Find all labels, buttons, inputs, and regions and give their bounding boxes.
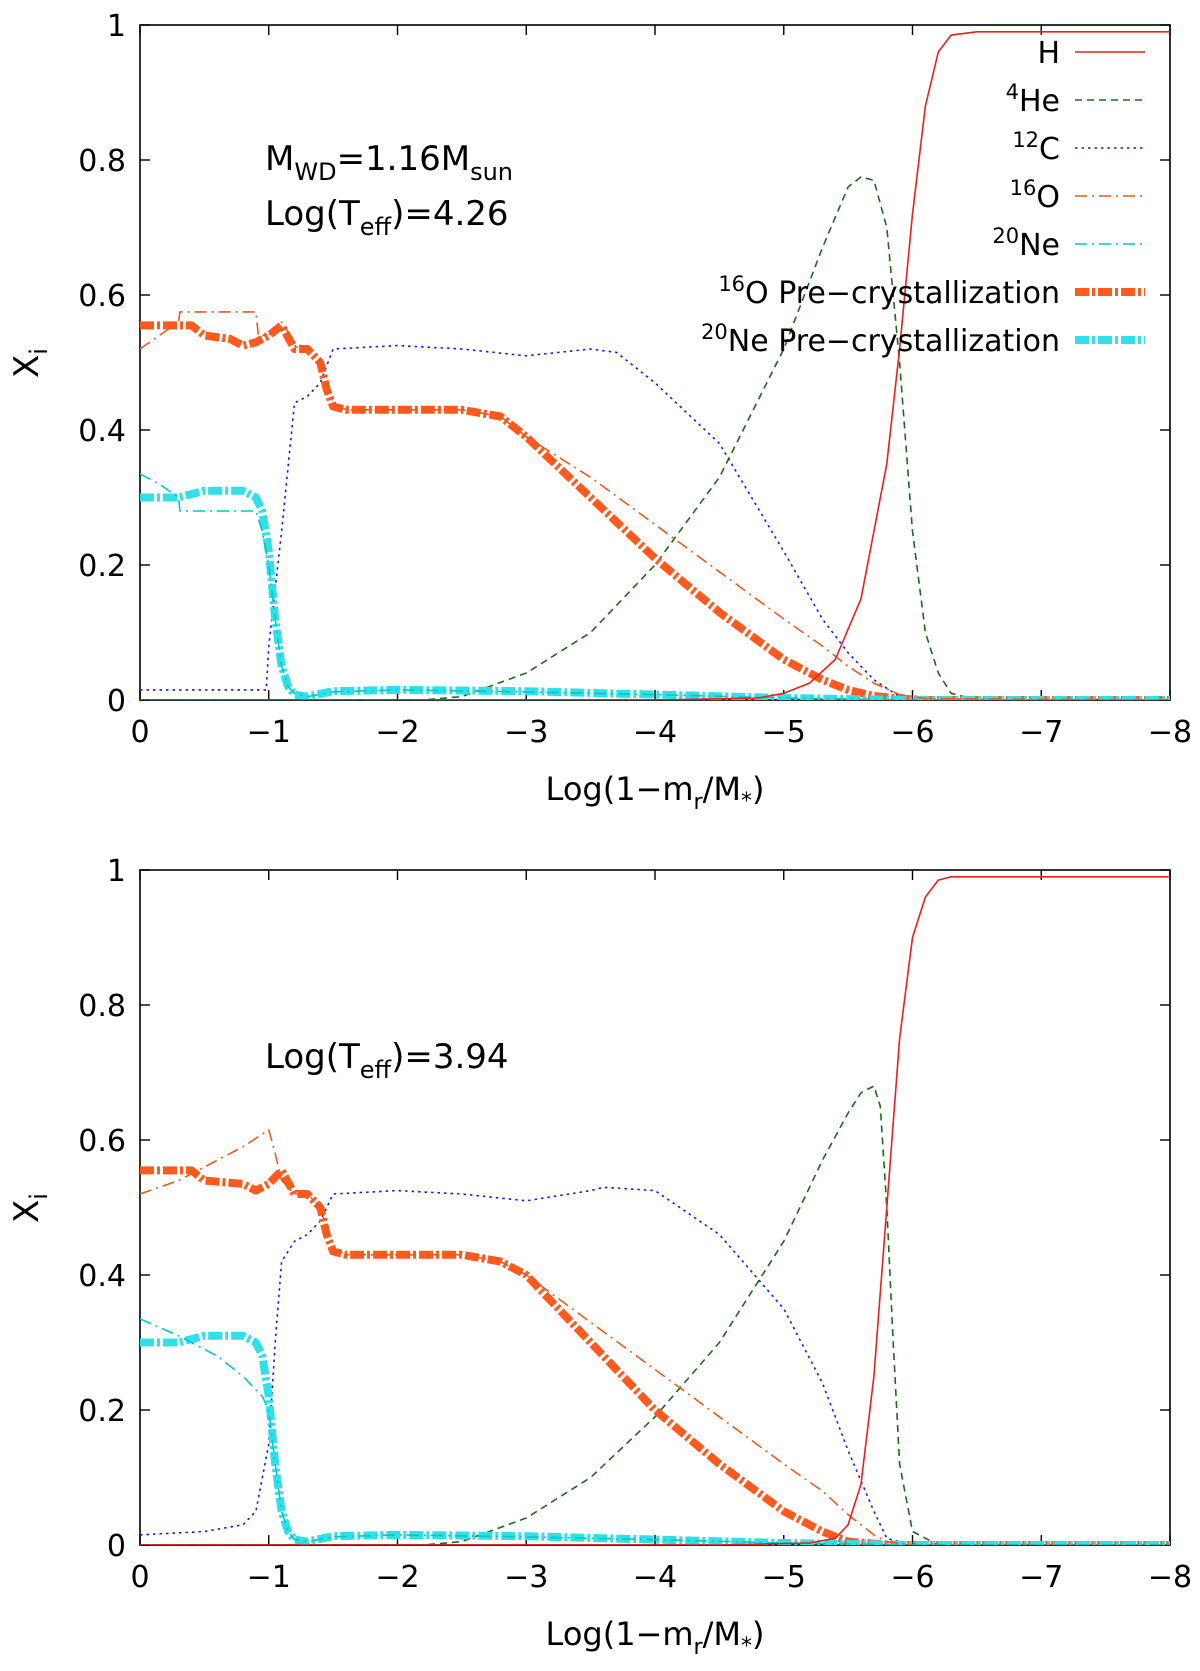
series-O16 [140,311,1170,700]
x-axis-label: Log(1−mr/M*) [546,770,765,815]
x-tick-label: −5 [762,715,806,750]
x-tick-label: 0 [130,715,149,750]
panel-bottom: 0 −1 −2 −3 −4 −5 −6 −7 −8 0 0.2 0.4 0.6 0.8 1 Log(1−mr/… [7,854,1192,1660]
y-tick-label: 0.2 [78,1394,126,1429]
series-Ne20pre [140,1331,1170,1545]
x-tick-label: −1 [247,715,291,750]
y-tick-label: 0.6 [78,279,126,314]
legend-label: 20Ne [992,224,1060,263]
legend-label: 4He [1006,80,1060,119]
x-tick-label: −4 [633,1560,677,1595]
series-He [140,176,1170,700]
y-axis-label: Xi [7,1193,53,1223]
legend-item-Ne20: 20Ne [992,224,1145,263]
legend-label: 12C [1012,128,1060,167]
series-Ne20 [140,1318,1170,1545]
x-tick-label: −8 [1148,1560,1192,1595]
plot-frame [139,869,1171,1546]
y-tick-label: 0 [107,1529,126,1564]
x-tick-label: −2 [375,1560,419,1595]
series-He [140,1085,1170,1545]
legend-label: 16O Pre−crystallization [718,272,1060,311]
y-axis-label: Xi [7,348,53,378]
y-tick-label: 0.6 [78,1124,126,1159]
series-H [140,875,1170,1545]
legend-item-O16pre: 16O Pre−crystallization [718,272,1145,311]
x-axis-label: Log(1−mr/M*) [546,1615,765,1660]
plot-frame [139,24,1171,701]
series-C12 [140,1186,1170,1545]
x-tick-label: −7 [1019,1560,1063,1595]
legend-item-H: H [1037,36,1145,71]
legend-label: H [1037,36,1060,71]
series-group [140,875,1170,1545]
x-tick-label: −6 [890,715,934,750]
legend-item-Ne20pre: 20Ne Pre−crystallization [701,320,1145,359]
legend-item-O16: 16O [1010,176,1145,215]
x-tick-label: −7 [1019,715,1063,750]
panel-top: 0 −1 −2 −3 −4 −5 −6 −7 −8 0 0.2 0.4 0.6 0.8 1 Log(1−mr/… [7,9,1192,815]
x-tick-label: 0 [130,1560,149,1595]
y-tick-label: 0.8 [78,989,126,1024]
y-tick-label: 1 [107,854,126,889]
series-C12 [140,344,1170,700]
series-H [140,30,1170,700]
series-O16pre [140,321,1170,700]
series-Ne20 [140,473,1170,700]
legend-item-C12: 12C [1012,128,1145,167]
legend-label: 20Ne Pre−crystallization [701,320,1060,359]
y-tick-label: 0.4 [78,414,126,449]
x-tick-label: −5 [762,1560,806,1595]
x-tick-label: −3 [504,1560,548,1595]
legend-label: 16O [1010,176,1060,215]
series-Ne20pre [140,486,1170,700]
legend-item-He: 4He [1006,80,1145,119]
x-tick-label: −6 [890,1560,934,1595]
y-tick-label: 0.4 [78,1259,126,1294]
y-tick-label: 0.8 [78,144,126,179]
series-group [140,30,1170,700]
x-tick-label: −4 [633,715,677,750]
annotation-mass: MWD=1.16Msun [265,139,513,186]
x-tick-label: −8 [1148,715,1192,750]
x-tick-label: −1 [247,1560,291,1595]
x-tick-label: −2 [375,715,419,750]
x-tick-label: −3 [504,715,548,750]
y-tick-label: 0 [107,684,126,719]
annotation-teff: Log(Teff)=3.94 [265,1037,509,1084]
y-tick-label: 0.2 [78,549,126,584]
legend: H 4He 12C 16O 20Ne 16O Pre−crystallization 20N… [701,36,1145,359]
series-O16 [140,1129,1170,1545]
series-O16pre [140,1166,1170,1545]
annotation-teff: Log(Teff)=4.26 [265,194,509,241]
y-tick-label: 1 [107,9,126,44]
